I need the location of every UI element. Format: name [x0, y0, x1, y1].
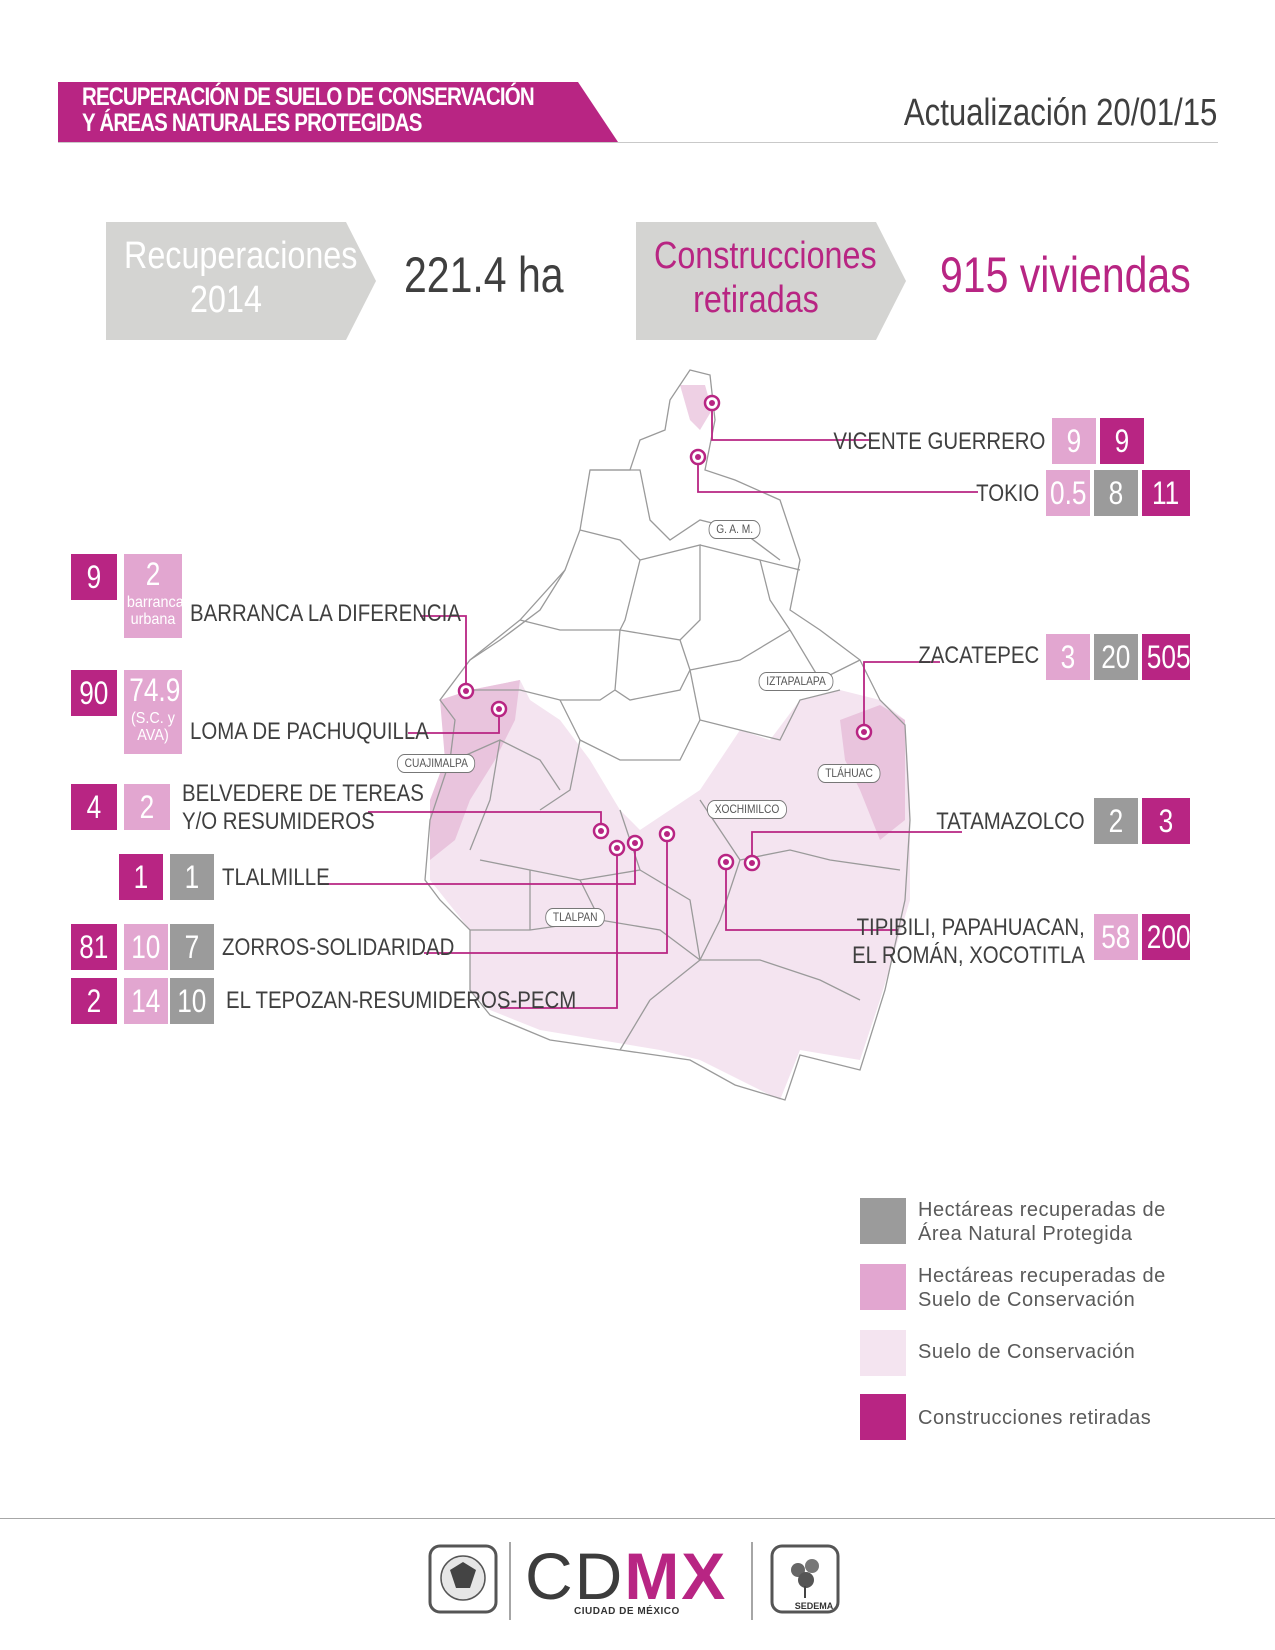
- box-anp-tepozan: 10: [170, 978, 214, 1024]
- box-constr-vicente-guerrero: 9: [1100, 418, 1144, 464]
- delegation-label-tlahuac: TLÁHUAC: [817, 764, 881, 783]
- government-seal-icon: [428, 1544, 498, 1614]
- legend-label-sc: Hectáreas recuperadas de Suelo de Conser…: [918, 1264, 1166, 1312]
- box-constr-tlalmille: 1: [119, 854, 163, 900]
- cdmx-map: [320, 369, 978, 1101]
- page-title: RECUPERACIÓN DE SUELO DE CONSERVACIÓN Y …: [82, 83, 535, 137]
- recuperaciones-label: Recuperaciones 2014: [124, 234, 358, 322]
- recovered-soil-area: [680, 385, 712, 430]
- recuperaciones-label-line-1: Recuperaciones: [124, 235, 358, 277]
- box-sc-tepozan: 14: [124, 978, 168, 1024]
- box-anp-tlalmille: 1: [170, 854, 214, 900]
- cdmx-logo-mx: MX: [624, 1539, 728, 1613]
- box-constr-belvedere: 4: [71, 784, 117, 830]
- legend-label-anp: Hectáreas recuperadas de Área Natural Pr…: [918, 1198, 1166, 1246]
- box-constr-tepozan: 2: [71, 978, 117, 1024]
- construcciones-value: 915 viviendas: [940, 247, 1191, 303]
- box-sc-vicente-guerrero: 9: [1052, 418, 1096, 464]
- sedema-label: SEDEMA: [794, 1601, 834, 1611]
- delegation-label-gam: G. A. M.: [708, 520, 761, 539]
- legend-label-anp-line-2: Área Natural Protegida: [918, 1223, 1133, 1245]
- site-label-barranca: BARRANCA LA DIFERENCIA: [190, 600, 461, 627]
- box-constr-loma: 90: [71, 670, 117, 716]
- construcciones-label-line-2: retiradas: [693, 279, 819, 321]
- construcciones-label: Construcciones retiradas: [654, 234, 877, 322]
- delegation-borders: [424, 369, 911, 1101]
- box-constr-tokio: 11: [1142, 470, 1190, 516]
- box-constr-barranca: 9: [71, 554, 117, 600]
- delegation-label-tlalpan: TLALPAN: [545, 908, 606, 927]
- box-sc-tokio: 0.5: [1046, 470, 1090, 516]
- site-label-tlalmille: TLALMILLE: [222, 864, 330, 891]
- sedema-logo-icon: [770, 1544, 840, 1614]
- box-constr-zorros: 81: [71, 924, 117, 970]
- box-constr-zacatepec: 505: [1142, 634, 1191, 680]
- recovered-soil-area: [430, 680, 520, 860]
- legend-label-anp-line-1: Hectáreas recuperadas de: [918, 1199, 1166, 1221]
- box-constr-tatamazolco: 3: [1142, 798, 1190, 844]
- box-anp-zorros: 7: [170, 924, 214, 970]
- box-anp-tokio: 8: [1094, 470, 1138, 516]
- conservation-soil-area: [430, 680, 910, 1100]
- legend-label-constr: Construcciones retiradas: [918, 1407, 1152, 1429]
- box-anp-tatamazolco: 2: [1094, 798, 1138, 844]
- legend-label-soil: Suelo de Conservación: [918, 1341, 1136, 1363]
- connector-lines: [320, 403, 978, 1009]
- delegation-label-xochimilco: XOCHIMILCO: [707, 800, 787, 819]
- cdmx-logo: CDMX: [525, 1538, 727, 1614]
- cdmx-subtitle: CIUDAD DE MÉXICO: [574, 1606, 680, 1617]
- update-date: Actualización 20/01/15: [903, 92, 1217, 134]
- legend-swatch-constr: [860, 1394, 906, 1440]
- recuperaciones-label-line-2: 2014: [190, 279, 262, 321]
- site-label-belvedere-line-1: BELVEDERE DE TEREAS: [182, 780, 424, 807]
- box-anp-zacatepec: 20: [1094, 634, 1138, 680]
- box-sc-belvedere: 2: [124, 784, 170, 830]
- footer-divider: [0, 1518, 1275, 1519]
- site-label-zorros: ZORROS-SOLIDARIDAD: [222, 934, 455, 961]
- legend-swatch-anp: [860, 1198, 906, 1244]
- site-label-tipibili: TIPIBILI, PAPAHUACAN, EL ROMÁN, XOCOTITL…: [852, 914, 1085, 970]
- box-sc-zacatepec: 3: [1046, 634, 1090, 680]
- delegation-label-iztapalapa: IZTAPALAPA: [758, 672, 834, 691]
- recuperaciones-value: 221.4 ha: [404, 247, 564, 303]
- page-title-line-1: RECUPERACIÓN DE SUELO DE CONSERVACIÓN: [82, 83, 535, 111]
- cdmx-logo-cd: CD: [525, 1539, 625, 1613]
- legend-label-sc-line-2: Suelo de Conservación: [918, 1289, 1136, 1311]
- site-label-zacatepec: ZACATEPEC: [918, 642, 1039, 669]
- box-sc-zorros: 10: [124, 924, 168, 970]
- site-label-tokio: TOKIO: [975, 480, 1039, 507]
- header-banner: [58, 82, 618, 142]
- site-label-tatamazolco: TATAMAZOLCO: [936, 808, 1085, 835]
- legend-swatch-sc: [860, 1264, 906, 1310]
- legend-label-sc-line-1: Hectáreas recuperadas de: [918, 1265, 1166, 1287]
- construcciones-arrow: [636, 222, 906, 340]
- site-label-vicente-guerrero: VICENTE GUERRERO: [833, 428, 1045, 455]
- box-sc-loma: 74.9 (S.C. y AVA): [124, 670, 182, 754]
- construcciones-label-line-1: Construcciones: [654, 235, 877, 277]
- delegation-label-cuajimalpa: CUAJIMALPA: [396, 754, 476, 773]
- header-divider: [58, 142, 1218, 143]
- footer-logos: [428, 1542, 840, 1620]
- legend-swatch-soil: [860, 1330, 906, 1376]
- box-constr-tipibili: 200: [1142, 914, 1191, 960]
- box-sc-barranca: 2 barranca urbana: [124, 554, 184, 638]
- site-label-belvedere: BELVEDERE DE TEREAS Y/O RESUMIDEROS: [182, 780, 424, 836]
- site-label-tipibili-line-2: EL ROMÁN, XOCOTITLA: [852, 942, 1085, 969]
- site-label-belvedere-line-2: Y/O RESUMIDEROS: [182, 808, 375, 835]
- site-label-tipibili-line-1: TIPIBILI, PAPAHUACAN,: [856, 914, 1085, 941]
- page-title-line-2: Y ÁREAS NATURALES PROTEGIDAS: [82, 109, 422, 137]
- site-label-tepozan: EL TEPOZAN-RESUMIDEROS-PECM: [226, 987, 577, 1014]
- box-sc-tipibili: 58: [1094, 914, 1138, 960]
- site-label-loma: LOMA DE PACHUQUILLA: [190, 718, 429, 745]
- recuperaciones-arrow: [106, 222, 376, 340]
